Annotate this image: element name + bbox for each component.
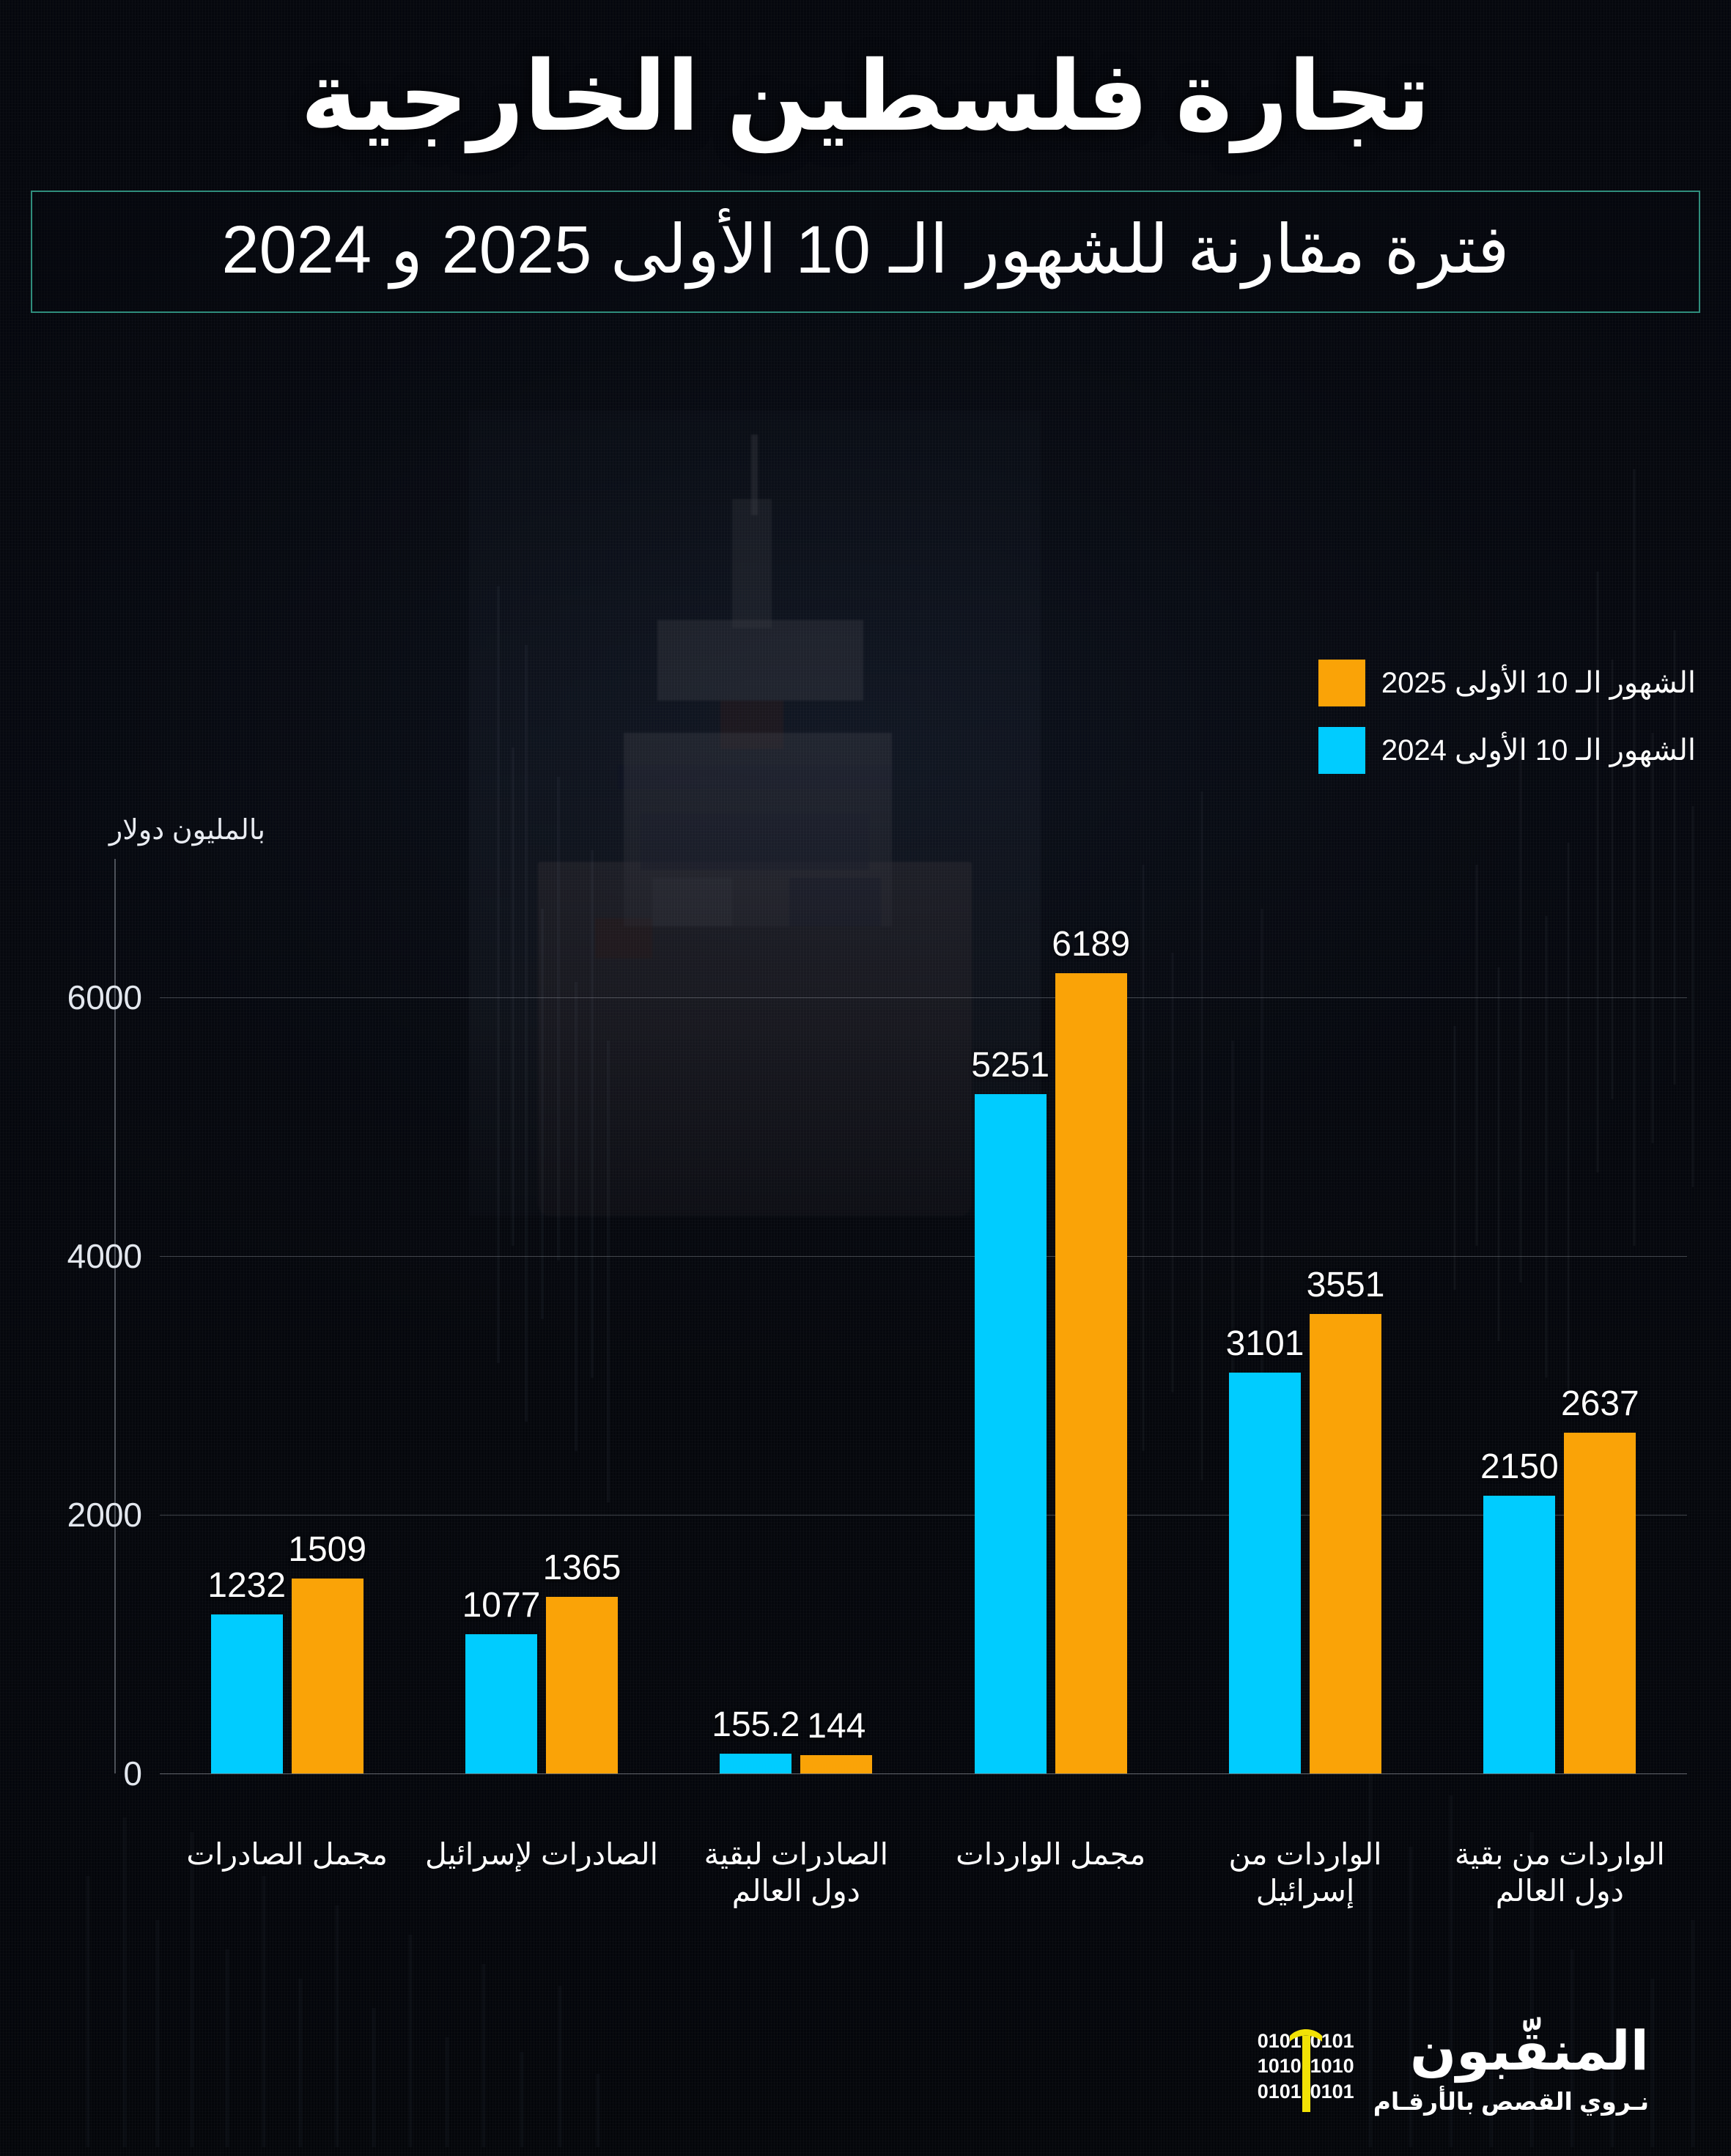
legend-item-2024[interactable]: الشهور الـ 10 الأولى 2024: [1318, 727, 1696, 774]
page-title: تجارة فلسطين الخارجية: [300, 43, 1431, 150]
legend-swatch-2024: [1318, 727, 1365, 774]
category-label: الصادرات لبقية دول العالم: [704, 1837, 888, 1908]
logo-tagline: نـروي القصص بالأرقـام: [1373, 2088, 1649, 2115]
bar-value-label: 2150: [1480, 1447, 1559, 1486]
y-tick-label: 0: [123, 1754, 142, 1793]
bar[interactable]: 5251: [971, 1046, 1049, 1773]
gridline: [160, 1773, 1687, 1774]
bar-value-label: 5251: [971, 1046, 1050, 1085]
category-label: مجمل الواردات: [956, 1837, 1146, 1871]
bar-value-label: 144: [807, 1706, 866, 1746]
y-axis-line: [114, 859, 116, 1773]
legend-swatch-2025: [1318, 660, 1365, 706]
chart-legend: الشهور الـ 10 الأولى 2025 الشهور الـ 10 …: [1318, 660, 1696, 774]
page-subtitle: فترة مقارنة للشهور الـ 10 الأولى 2025 و …: [221, 212, 1510, 287]
gridline: [160, 1256, 1687, 1258]
logo-name: المنقّبون: [1410, 2020, 1649, 2081]
legend-label-2024: الشهور الـ 10 الأولى 2024: [1381, 734, 1696, 767]
category-label: مجمل الصادرات: [186, 1837, 388, 1871]
bar[interactable]: 6189: [1052, 925, 1130, 1773]
bar-value-label: 1077: [462, 1585, 541, 1625]
y-axis-title: بالمليون دولار: [108, 815, 265, 846]
bar[interactable]: 155.2: [712, 1705, 800, 1773]
bar[interactable]: 2150: [1480, 1447, 1559, 1773]
gridline: [160, 1515, 1687, 1516]
bar[interactable]: 3101: [1226, 1324, 1304, 1773]
bar-value-label: 1509: [288, 1529, 367, 1569]
bar[interactable]: 1077: [462, 1586, 540, 1773]
plot-area: 0 2000 4000 6000 1232 1509 1077 1365 155.2 144 52…: [67, 859, 1687, 1908]
legend-item-2025[interactable]: الشهور الـ 10 الأولى 2025: [1318, 660, 1696, 706]
bar-value-label: 155.2: [712, 1705, 800, 1744]
bar[interactable]: 1232: [207, 1566, 286, 1773]
bar-chart: بالمليون دولار 0 2000 4000 6000 1232 1509 107…: [0, 815, 1731, 1908]
y-tick-label: 6000: [67, 978, 142, 1017]
bar-value-label: 6189: [1052, 924, 1131, 964]
brand-logo: المنقّبون نـروي القصص بالأرقـام 0101 1010…: [1258, 2024, 1649, 2116]
category-label: الصادرات لإسرائيل: [425, 1837, 658, 1871]
category-label: الواردات من إسرائيل: [1228, 1837, 1382, 1908]
category-label: الواردات من بقية دول العالم: [1454, 1837, 1665, 1908]
bar[interactable]: 2637: [1561, 1384, 1639, 1773]
subtitle-box: فترة مقارنة للشهور الـ 10 الأولى 2025 و …: [31, 190, 1700, 314]
pickaxe-icon: [1289, 2028, 1322, 2112]
bar-value-label: 3551: [1306, 1266, 1385, 1305]
bar[interactable]: 144: [800, 1707, 873, 1773]
bar[interactable]: 1509: [288, 1530, 366, 1773]
bar[interactable]: 1365: [543, 1548, 621, 1773]
bar-value-label: 1365: [542, 1548, 621, 1588]
gridline: [160, 997, 1687, 999]
bar[interactable]: 3551: [1307, 1266, 1384, 1773]
legend-label-2025: الشهور الـ 10 الأولى 2025: [1381, 667, 1696, 699]
bar-value-label: 2637: [1560, 1384, 1639, 1423]
bar-value-label: 3101: [1225, 1323, 1304, 1363]
y-tick-label: 2000: [67, 1496, 142, 1535]
y-tick-label: 4000: [67, 1237, 142, 1276]
bar-value-label: 1232: [207, 1565, 287, 1605]
header: تجارة فلسطين الخارجية فترة مقارنة للشهور…: [0, 0, 1731, 314]
pickaxe-binary-icon: 0101 1010 0101 0101 1010 0101: [1258, 2026, 1354, 2115]
